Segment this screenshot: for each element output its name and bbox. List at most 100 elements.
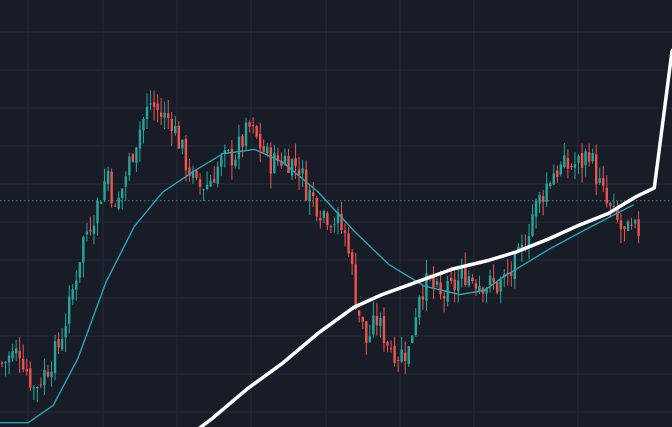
candle-body bbox=[549, 183, 552, 187]
candle-body bbox=[407, 346, 410, 365]
candle-body bbox=[202, 189, 205, 191]
candle-body bbox=[598, 178, 601, 183]
candle-body bbox=[60, 339, 64, 350]
candle-body bbox=[612, 206, 616, 208]
candle-body bbox=[375, 316, 379, 326]
candle-body bbox=[29, 368, 32, 388]
candle-body bbox=[152, 102, 156, 107]
candle-body bbox=[510, 272, 513, 276]
candle-body bbox=[184, 138, 188, 171]
candle-body bbox=[432, 274, 435, 288]
candle-body bbox=[329, 226, 333, 228]
candle-body bbox=[188, 167, 191, 176]
candle-body bbox=[421, 296, 425, 300]
candle-body bbox=[128, 156, 131, 176]
candle-body bbox=[43, 369, 46, 386]
candle-body bbox=[495, 281, 499, 293]
candle-body bbox=[566, 157, 570, 169]
candle-body bbox=[269, 147, 272, 174]
candle-body bbox=[294, 158, 297, 167]
candle-body bbox=[411, 335, 414, 343]
candle-body bbox=[520, 244, 524, 249]
candle-body bbox=[71, 288, 74, 300]
candle-body bbox=[464, 267, 467, 285]
candle-body bbox=[439, 282, 442, 295]
candle-body bbox=[580, 152, 584, 169]
candle-body bbox=[449, 277, 453, 281]
candle-body bbox=[492, 277, 495, 282]
candle-body bbox=[386, 342, 389, 346]
candle-body bbox=[637, 219, 640, 236]
candle-body bbox=[358, 310, 361, 316]
candle-body bbox=[414, 317, 418, 336]
candle-body bbox=[39, 384, 43, 386]
candle-body bbox=[159, 112, 163, 117]
candle-body bbox=[538, 194, 541, 204]
candle-body bbox=[244, 122, 248, 146]
candle-body bbox=[517, 246, 520, 251]
candle-body bbox=[340, 213, 343, 231]
candle-body bbox=[435, 281, 439, 285]
candle-body bbox=[442, 296, 446, 299]
candle-body bbox=[149, 103, 152, 105]
candle-body bbox=[587, 152, 591, 162]
candle-body bbox=[213, 179, 216, 183]
candle-body bbox=[223, 150, 227, 154]
candle-body bbox=[75, 280, 78, 290]
candle-body bbox=[573, 164, 577, 168]
candle-body bbox=[258, 133, 262, 149]
candle-body bbox=[251, 125, 255, 127]
candle-body bbox=[64, 326, 67, 338]
candle-body bbox=[474, 283, 478, 289]
candle-body bbox=[418, 296, 421, 318]
candle-body bbox=[393, 345, 396, 363]
candle-body bbox=[262, 145, 265, 153]
candle-body bbox=[488, 275, 492, 286]
candle-body bbox=[46, 371, 50, 377]
candle-body bbox=[623, 226, 626, 229]
candle-body bbox=[174, 126, 177, 134]
candle-body bbox=[234, 159, 237, 167]
candle-body bbox=[78, 262, 82, 278]
candle-body bbox=[209, 180, 212, 187]
candle-body bbox=[11, 351, 14, 359]
candle-body bbox=[131, 154, 135, 162]
candle-body bbox=[113, 205, 117, 207]
candle-body bbox=[460, 268, 463, 279]
candle-body bbox=[14, 348, 18, 354]
candle-body bbox=[531, 214, 534, 236]
candle-body bbox=[308, 189, 311, 202]
candle-body bbox=[50, 371, 53, 378]
candle-body bbox=[198, 179, 202, 187]
candle-body bbox=[312, 192, 315, 197]
candle-body bbox=[350, 252, 354, 264]
candle-body bbox=[121, 188, 124, 199]
candle-body bbox=[241, 136, 244, 147]
candle-body bbox=[297, 169, 301, 176]
candle-body bbox=[361, 316, 364, 322]
candle-body bbox=[336, 212, 340, 224]
candle-body bbox=[467, 276, 471, 286]
candle-body bbox=[304, 169, 308, 201]
candle-body bbox=[117, 197, 120, 209]
candle-body bbox=[322, 211, 326, 218]
candle-body bbox=[347, 233, 350, 254]
candle-body bbox=[99, 202, 103, 204]
candle-body bbox=[273, 153, 276, 174]
candle-body bbox=[319, 217, 322, 221]
candle-body bbox=[541, 196, 545, 202]
candle-body bbox=[135, 147, 138, 163]
candle-body bbox=[365, 321, 368, 344]
candle-body bbox=[0, 362, 4, 364]
candle-body bbox=[92, 225, 96, 234]
candle-body bbox=[513, 253, 517, 280]
candle-body bbox=[248, 122, 251, 127]
candle-body bbox=[333, 224, 336, 226]
candle-body bbox=[552, 173, 555, 185]
candle-body bbox=[18, 351, 21, 359]
candle-body bbox=[276, 155, 280, 162]
candle-body bbox=[570, 165, 573, 168]
candle-body bbox=[485, 287, 488, 294]
